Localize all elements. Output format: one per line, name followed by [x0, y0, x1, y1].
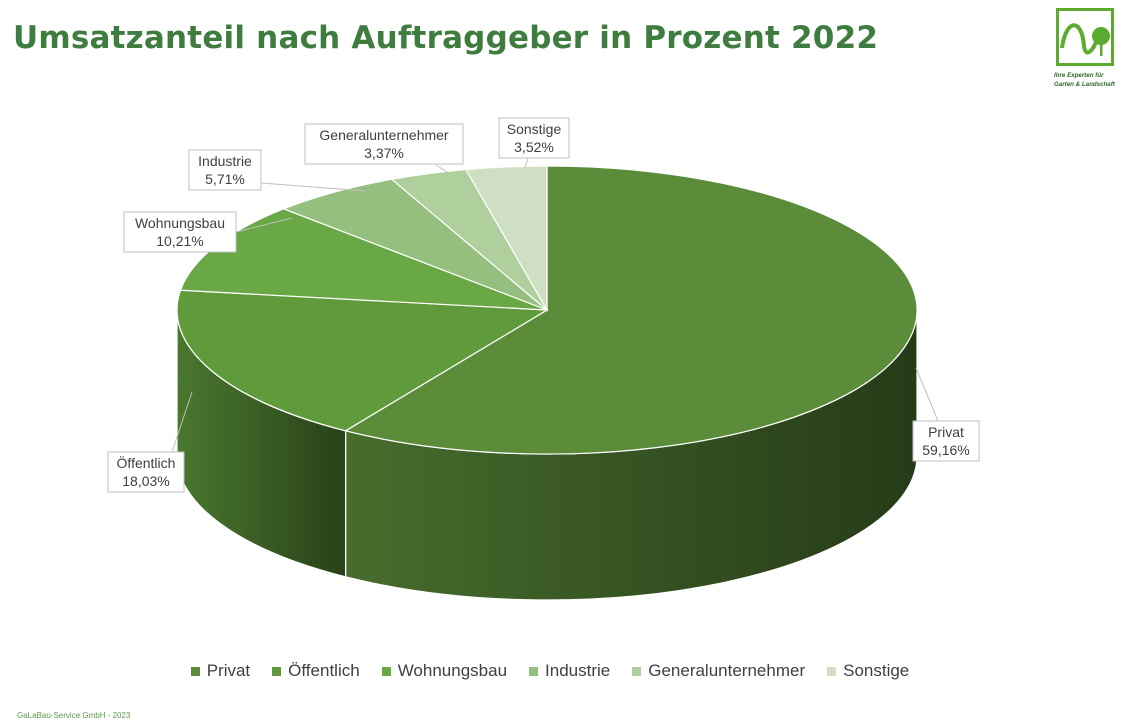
leader-line [260, 182, 367, 192]
legend-swatch [827, 666, 837, 676]
footer-text: GaLaBau-Service GmbH - 2023 [17, 711, 131, 720]
legend-item: Industrie [529, 661, 610, 681]
legend-item: Öffentlich [272, 661, 360, 681]
data-label-category: Öffentlich [117, 454, 176, 471]
data-label-category: Wohnungsbau [135, 215, 225, 231]
company-logo: Ihre Experten für Garten & Landschaft [1052, 8, 1122, 98]
data-label-value: 3,52% [514, 139, 554, 155]
data-label-category: Industrie [198, 153, 252, 169]
pie-slice-sonstige [464, 165, 548, 313]
legend-label: Öffentlich [288, 661, 360, 680]
data-label-value: 3,37% [364, 145, 404, 161]
data-label-value: 18,03% [122, 473, 169, 489]
leader-line [171, 391, 193, 453]
chart-legend: Privat Öffentlich Wohnungsbau Industrie Gene… [0, 661, 1100, 681]
legend-swatch [272, 666, 282, 676]
legend-item: Generalunternehmer [632, 661, 805, 681]
data-label-category: Generalunternehmer [319, 127, 449, 143]
logo-garden-icon [1056, 8, 1114, 66]
legend-label: Wohnungsbau [397, 661, 508, 680]
data-label-value: 5,71% [205, 171, 245, 187]
legend-label: Generalunternehmer [648, 661, 806, 680]
pie-slice-öffentlich [176, 289, 549, 432]
leader-line [235, 217, 293, 233]
leader-line [915, 367, 939, 422]
data-label-value: 59,16% [922, 442, 969, 458]
data-label-category: Privat [928, 424, 964, 440]
legend-label: Privat [206, 661, 251, 680]
legend-item: Wohnungsbau [381, 661, 508, 681]
chart-title: Umsatzanteil nach Auftraggeber in Prozen… [13, 20, 879, 56]
data-label-box [188, 149, 262, 191]
pie-slice-industrie [282, 178, 548, 311]
data-label-box [123, 211, 237, 253]
legend-label: Industrie [545, 661, 611, 680]
data-label-box [107, 451, 185, 493]
legend-swatch [190, 666, 200, 676]
legend-swatch [529, 666, 539, 676]
leader-line [435, 164, 448, 173]
legend-item: Sonstige [827, 661, 909, 681]
data-label-value: 10,21% [156, 233, 203, 249]
pie-chart: Privat 59,16% Öffentlich 18,03% Wohnungsbau 1… [107, 117, 980, 601]
legend-item: Privat [190, 661, 251, 681]
logo-tagline: Ihre Experten für Garten & Landschaft [1054, 72, 1115, 88]
data-label-box [304, 123, 464, 165]
legend-swatch [632, 666, 642, 676]
legend-swatch [381, 666, 391, 676]
legend-label: Sonstige [843, 661, 910, 680]
leader-line [524, 157, 529, 169]
pie-slice-privat [344, 165, 918, 455]
data-label-category: Sonstige [507, 121, 562, 137]
data-label-box [912, 420, 980, 462]
data-label-box [498, 117, 570, 159]
